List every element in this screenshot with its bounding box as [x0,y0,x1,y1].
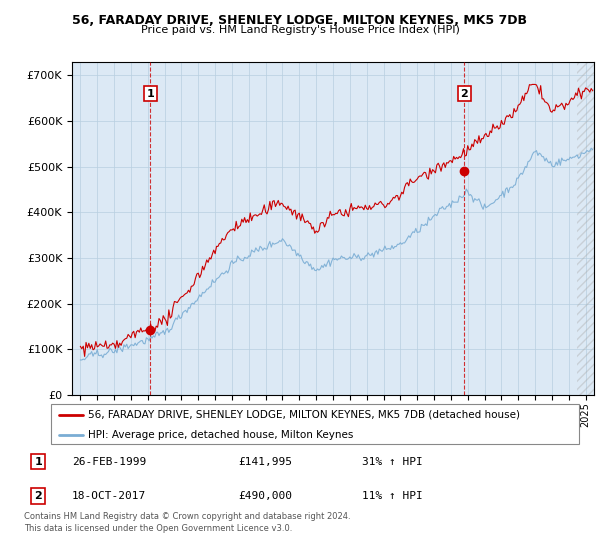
Text: 2: 2 [34,491,42,501]
Text: £490,000: £490,000 [238,491,292,501]
Text: 11% ↑ HPI: 11% ↑ HPI [362,491,423,501]
Text: 18-OCT-2017: 18-OCT-2017 [72,491,146,501]
Text: 1: 1 [146,88,154,99]
Text: 2: 2 [460,88,468,99]
Text: Contains HM Land Registry data © Crown copyright and database right 2024.
This d: Contains HM Land Registry data © Crown c… [24,512,350,533]
FancyBboxPatch shape [50,404,580,445]
Text: HPI: Average price, detached house, Milton Keynes: HPI: Average price, detached house, Milt… [88,430,353,440]
Text: £141,995: £141,995 [238,456,292,466]
Text: 56, FARADAY DRIVE, SHENLEY LODGE, MILTON KEYNES, MK5 7DB (detached house): 56, FARADAY DRIVE, SHENLEY LODGE, MILTON… [88,410,520,420]
Text: 31% ↑ HPI: 31% ↑ HPI [362,456,423,466]
Text: 26-FEB-1999: 26-FEB-1999 [72,456,146,466]
Text: Price paid vs. HM Land Registry's House Price Index (HPI): Price paid vs. HM Land Registry's House … [140,25,460,35]
Bar [577,62,594,395]
Text: 56, FARADAY DRIVE, SHENLEY LODGE, MILTON KEYNES, MK5 7DB: 56, FARADAY DRIVE, SHENLEY LODGE, MILTON… [73,14,527,27]
Text: 1: 1 [34,456,42,466]
